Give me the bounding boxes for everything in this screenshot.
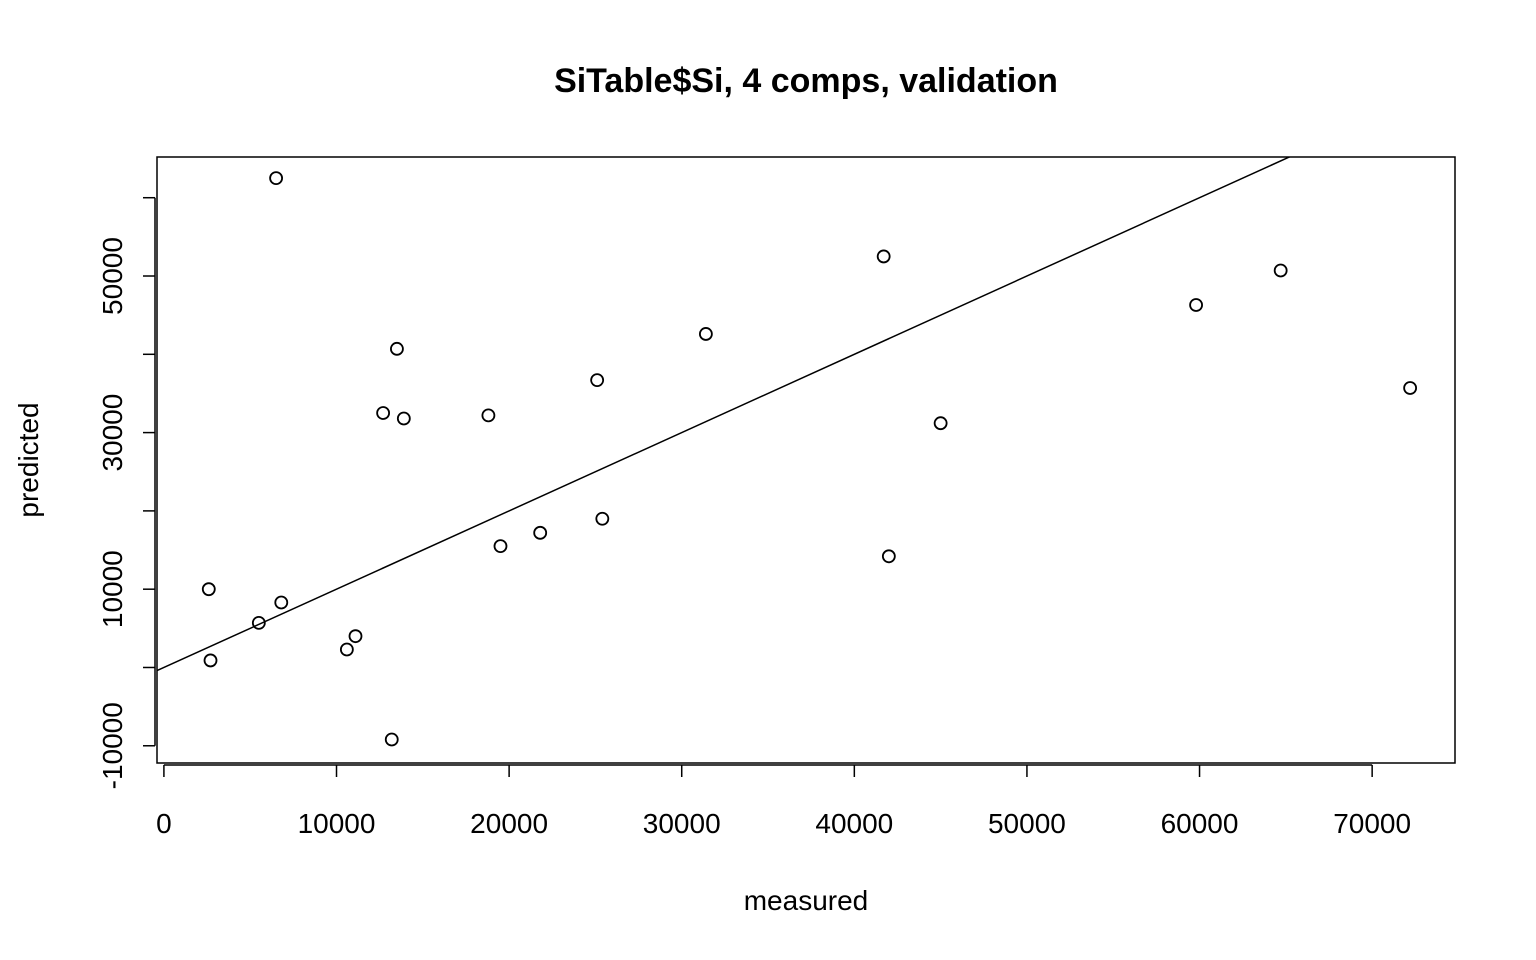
- data-point: [201, 582, 216, 597]
- data-point: [493, 539, 508, 554]
- data-point: [481, 408, 496, 423]
- data-point: [384, 732, 399, 747]
- plot-area: 0 10000 20000 30000 40000 50000 60000 70000 -100…: [97, 156, 1456, 839]
- data-point: [698, 327, 713, 341]
- x-tick-label: 20000: [470, 808, 548, 839]
- y-axis-label: predicted: [13, 402, 44, 517]
- data-point: [590, 373, 605, 388]
- x-tick-label: 60000: [1161, 808, 1239, 839]
- data-point: [876, 249, 891, 264]
- y-tick-label: -10000: [97, 702, 128, 789]
- x-tick-label: 0: [156, 808, 172, 839]
- data-point: [396, 411, 411, 426]
- data-point: [376, 406, 391, 420]
- data-point: [339, 642, 354, 657]
- data-point: [251, 615, 266, 630]
- x-tick-label: 40000: [815, 808, 893, 839]
- data-point: [390, 341, 404, 356]
- data-point: [203, 653, 218, 668]
- x-tick-label: 50000: [988, 808, 1066, 839]
- data-point: [269, 171, 283, 186]
- chart-title: SiTable$Si, 4 comps, validation: [554, 62, 1058, 100]
- plot-frame: [156, 156, 1456, 764]
- x-tick-label: 70000: [1333, 808, 1411, 839]
- data-point: [1403, 381, 1418, 395]
- data-point: [1189, 298, 1203, 312]
- data-point: [1273, 263, 1288, 278]
- reference-line: [157, 157, 1292, 672]
- data-point: [933, 416, 948, 431]
- data-point: [348, 629, 363, 644]
- x-tick-label: 30000: [643, 808, 721, 839]
- y-tick-label: 30000: [97, 394, 128, 472]
- y-tick-label: 50000: [97, 237, 128, 315]
- data-point: [595, 511, 610, 526]
- x-axis-label: measured: [744, 885, 869, 916]
- x-tick-label: 10000: [298, 808, 376, 839]
- data-point: [533, 525, 548, 540]
- y-tick-label: 10000: [97, 550, 128, 628]
- data-point: [274, 595, 289, 610]
- data-point: [881, 549, 896, 564]
